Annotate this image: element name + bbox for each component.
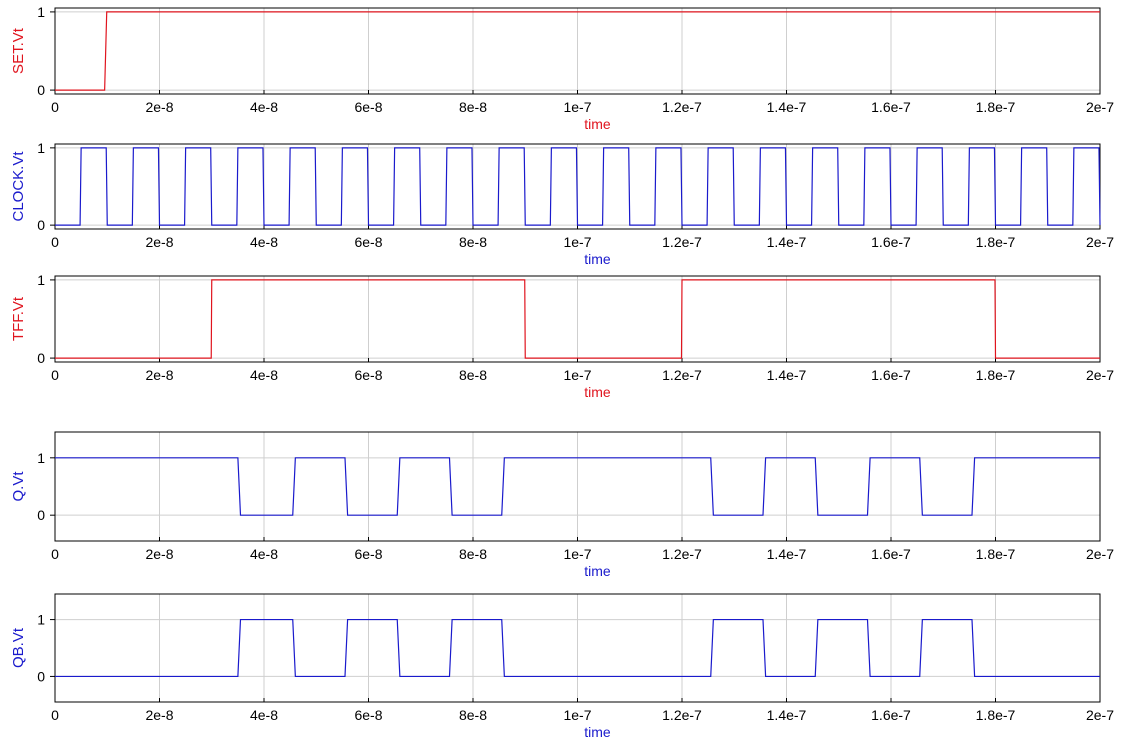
y-axis-label: Q.Vt: [10, 471, 27, 502]
x-axis-label: time: [584, 724, 611, 738]
series-line: [55, 11, 1100, 91]
x-axis-label: time: [584, 384, 611, 400]
x-axis-label: time: [584, 251, 611, 267]
x-tick-label: 4e-8: [250, 99, 278, 115]
y-tick-label: 0: [37, 82, 45, 98]
x-tick-label: 1e-7: [563, 546, 591, 562]
y-tick-label: 1: [37, 612, 45, 628]
x-tick-label: 0: [51, 707, 59, 723]
x-tick-label: 2e-8: [145, 707, 173, 723]
series-line: [55, 457, 1100, 516]
series-line: [55, 279, 1100, 359]
y-tick-label: 0: [37, 507, 45, 523]
x-tick-label: 1.4e-7: [767, 367, 807, 383]
x-tick-label: 2e-8: [145, 234, 173, 250]
x-tick-label: 1.8e-7: [976, 707, 1016, 723]
x-tick-label: 1.2e-7: [662, 367, 702, 383]
plot-q: 0 2e-8 4e-8 6e-8 8e-8 1e-7 1.2e-7 1.4e-7 1.6e-7 1…: [10, 431, 1114, 579]
series-line: [55, 618, 1100, 678]
plot-set: 0 2e-8 4e-8 6e-8 8e-8 1e-7 1.2e-7 1.4e-7 1.6e-7 1…: [10, 4, 1114, 132]
x-tick-label: 8e-8: [459, 99, 487, 115]
x-tick-label: 2e-7: [1086, 234, 1114, 250]
x-tick-label: 8e-8: [459, 367, 487, 383]
x-tick-label: 6e-8: [354, 546, 382, 562]
x-tick-label: 1.8e-7: [976, 367, 1016, 383]
y-tick-label: 0: [37, 668, 45, 684]
y-tick-label: 1: [37, 4, 45, 20]
x-tick-label: 2e-8: [145, 546, 173, 562]
x-tick-label: 0: [51, 234, 59, 250]
x-tick-label: 0: [51, 367, 59, 383]
x-axis-label: time: [584, 563, 611, 579]
x-tick-label: 8e-8: [459, 707, 487, 723]
x-tick-label: 1.6e-7: [871, 99, 911, 115]
plot-qb: 0 2e-8 4e-8 6e-8 8e-8 1e-7 1.2e-7 1.4e-7 1.6e-7 1…: [10, 593, 1114, 740]
x-tick-label: 1.8e-7: [976, 99, 1016, 115]
x-tick-label: 6e-8: [354, 367, 382, 383]
x-tick-label: 4e-8: [250, 707, 278, 723]
y-axis-label: TFF.Vt: [10, 296, 27, 341]
x-tick-label: 8e-8: [459, 546, 487, 562]
y-tick-label: 0: [37, 217, 45, 233]
x-tick-label: 1.6e-7: [871, 234, 911, 250]
x-tick-label: 2e-8: [145, 367, 173, 383]
y-tick-label: 1: [37, 272, 45, 288]
x-tick-label: 8e-8: [459, 234, 487, 250]
y-axis-label: QB.Vt: [10, 627, 27, 668]
y-tick-label: 1: [37, 140, 45, 156]
x-tick-label: 1.2e-7: [662, 99, 702, 115]
x-tick-label: 0: [51, 99, 59, 115]
x-tick-label: 1.4e-7: [767, 546, 807, 562]
y-tick-label: 1: [37, 450, 45, 466]
x-tick-label: 1.4e-7: [767, 234, 807, 250]
x-tick-label: 1e-7: [563, 99, 591, 115]
x-tick-label: 1e-7: [563, 707, 591, 723]
x-tick-label: 1.6e-7: [871, 546, 911, 562]
x-axis-label: time: [584, 116, 611, 132]
x-tick-label: 1e-7: [563, 234, 591, 250]
x-tick-label: 1.2e-7: [662, 546, 702, 562]
x-tick-label: 4e-8: [250, 367, 278, 383]
plot-clock: 0 2e-8 4e-8 6e-8 8e-8 1e-7 1.2e-7 1.4e-7 1.6e-7 1…: [10, 140, 1114, 267]
x-tick-label: 6e-8: [354, 99, 382, 115]
x-tick-label: 1.4e-7: [767, 99, 807, 115]
x-tick-label: 2e-8: [145, 99, 173, 115]
x-tick-label: 2e-7: [1086, 546, 1114, 562]
x-tick-label: 1e-7: [563, 367, 591, 383]
series-line: [55, 147, 1101, 226]
x-tick-label: 4e-8: [250, 234, 278, 250]
x-tick-label: 1.4e-7: [767, 707, 807, 723]
y-axis-label: SET.Vt: [10, 27, 27, 74]
x-tick-label: 1.2e-7: [662, 707, 702, 723]
x-tick-label: 1.2e-7: [662, 234, 702, 250]
x-tick-label: 1.8e-7: [976, 234, 1016, 250]
x-tick-label: 1.6e-7: [871, 707, 911, 723]
y-tick-label: 0: [37, 350, 45, 366]
x-tick-label: 2e-7: [1086, 707, 1114, 723]
plot-tff: 0 2e-8 4e-8 6e-8 8e-8 1e-7 1.2e-7 1.4e-7 1.6e-7 1…: [10, 272, 1114, 400]
x-tick-label: 0: [51, 546, 59, 562]
x-tick-label: 6e-8: [354, 234, 382, 250]
y-axis-label: CLOCK.Vt: [10, 151, 27, 222]
x-tick-label: 1.6e-7: [871, 367, 911, 383]
x-tick-label: 6e-8: [354, 707, 382, 723]
x-tick-label: 1.8e-7: [976, 546, 1016, 562]
x-tick-label: 2e-7: [1086, 99, 1114, 115]
x-tick-label: 4e-8: [250, 546, 278, 562]
x-tick-label: 2e-7: [1086, 367, 1114, 383]
